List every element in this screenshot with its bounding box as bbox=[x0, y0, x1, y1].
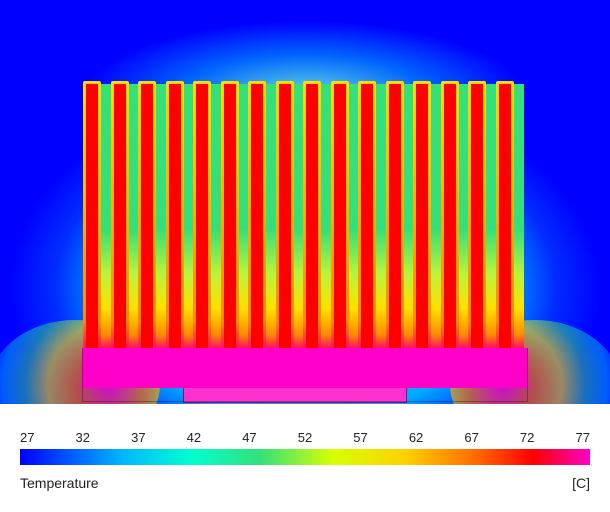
figure: 27 32 37 42 47 52 57 62 67 72 77 Tempera… bbox=[0, 0, 610, 512]
heatsink-fins bbox=[0, 0, 610, 416]
heatsink-fin bbox=[224, 84, 236, 348]
heatsink-fin bbox=[471, 84, 483, 348]
heatsink-fin bbox=[306, 84, 318, 348]
heatsink-fin bbox=[196, 84, 208, 348]
heatsink-fin bbox=[334, 84, 346, 348]
heatsink-fin bbox=[141, 84, 153, 348]
legend-title: Temperature bbox=[20, 475, 99, 491]
legend-tick: 32 bbox=[76, 430, 90, 445]
heatsink-fin bbox=[361, 84, 373, 348]
legend-ticks: 27 32 37 42 47 52 57 62 67 72 77 bbox=[20, 430, 590, 445]
legend-tick: 72 bbox=[520, 430, 534, 445]
heatsink-fin bbox=[169, 84, 181, 348]
heatsink-fin bbox=[499, 84, 511, 348]
legend-tick: 27 bbox=[20, 430, 34, 445]
legend-unit: [C] bbox=[572, 475, 590, 491]
heatsink-fin bbox=[86, 84, 98, 348]
legend-gradient-bar bbox=[20, 449, 590, 465]
heatsink-fin bbox=[389, 84, 401, 348]
plot-bottom-mask bbox=[0, 404, 610, 416]
legend-tick: 37 bbox=[131, 430, 145, 445]
heatsink-fin bbox=[444, 84, 456, 348]
legend-tick: 62 bbox=[409, 430, 423, 445]
legend-tick: 52 bbox=[298, 430, 312, 445]
legend-tick: 77 bbox=[575, 430, 589, 445]
heatsink-fin bbox=[416, 84, 428, 348]
legend-tick: 67 bbox=[464, 430, 478, 445]
legend-tick: 47 bbox=[242, 430, 256, 445]
heatsink-fin bbox=[279, 84, 291, 348]
legend-tick: 57 bbox=[353, 430, 367, 445]
legend-tick: 42 bbox=[187, 430, 201, 445]
thermal-plot bbox=[0, 0, 610, 416]
heatsink-fin bbox=[114, 84, 126, 348]
heatsink-fin bbox=[251, 84, 263, 348]
color-legend: 27 32 37 42 47 52 57 62 67 72 77 Tempera… bbox=[20, 430, 590, 491]
